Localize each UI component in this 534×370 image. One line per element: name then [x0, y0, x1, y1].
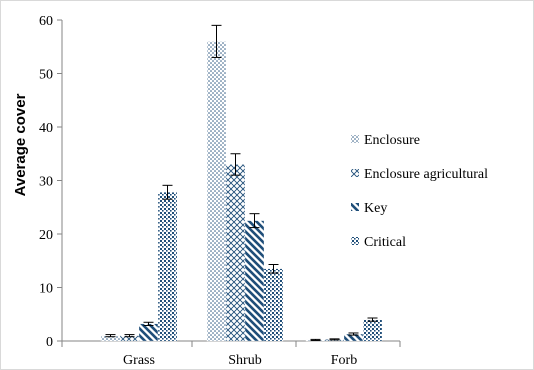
legend-label: Key	[364, 201, 387, 216]
legend-swatch	[351, 237, 359, 245]
bar	[157, 192, 178, 342]
y-tick-label: 0	[46, 335, 53, 350]
legend-swatch	[351, 135, 359, 143]
x-tick-label: Grass	[123, 353, 155, 368]
y-axis-title: Average cover	[12, 93, 29, 196]
bar	[244, 220, 265, 342]
x-tick-label: Forb	[331, 353, 357, 368]
bar	[263, 268, 284, 342]
legend-swatch	[351, 203, 359, 211]
bar	[362, 319, 383, 342]
bar	[206, 41, 227, 342]
y-tick-label: 50	[39, 68, 53, 83]
y-tick-label: 60	[39, 14, 53, 29]
legend-label: Enclosure	[364, 133, 420, 148]
y-tick-label: 10	[39, 282, 53, 297]
legend-label: Critical	[364, 235, 406, 250]
y-tick-label: 30	[39, 175, 53, 190]
y-tick-label: 20	[39, 228, 53, 243]
legend-swatch	[351, 169, 359, 177]
y-tick-label: 40	[39, 121, 53, 136]
legend-label: Enclosure agricultural	[364, 167, 488, 182]
x-tick-label: Shrub	[228, 353, 261, 368]
bar	[138, 323, 159, 342]
bar	[225, 164, 246, 342]
